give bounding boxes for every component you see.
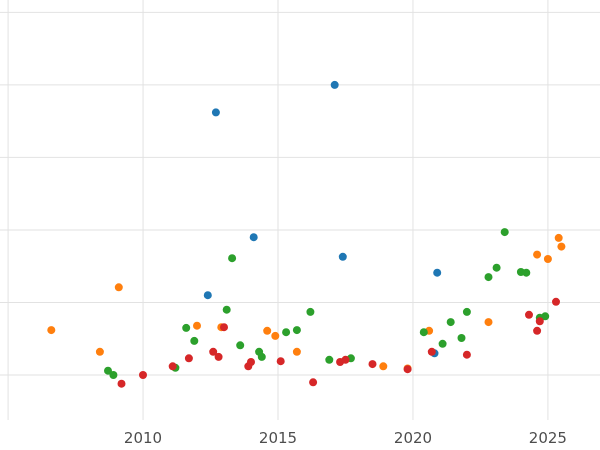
x-tick-label: 2025: [529, 429, 567, 447]
data-point-series-red: [368, 360, 377, 369]
data-point-series-green: [190, 336, 199, 345]
data-point-series-green: [438, 339, 447, 348]
data-point-series-green: [228, 254, 237, 263]
data-point-series-green: [292, 326, 301, 335]
data-point-series-green: [522, 268, 531, 277]
data-point-series-orange: [114, 283, 123, 292]
data-point-series-red: [276, 357, 285, 366]
data-point-series-blue: [211, 108, 220, 117]
data-point-series-orange: [533, 250, 542, 259]
data-point-series-orange: [292, 347, 301, 356]
data-point-series-red: [403, 365, 412, 374]
data-point-series-red: [462, 350, 471, 359]
data-point-series-green: [541, 312, 550, 321]
data-point-series-red: [309, 378, 318, 387]
data-point-series-red: [247, 358, 255, 366]
data-point-series-red: [117, 379, 126, 388]
x-tick-label: 2015: [259, 429, 297, 447]
data-point-series-orange: [484, 318, 493, 327]
data-point-series-green: [236, 341, 245, 350]
data-point-series-green: [500, 228, 509, 237]
data-point-series-red: [535, 317, 544, 326]
data-point-series-orange: [543, 255, 552, 263]
data-point-series-red: [533, 326, 542, 335]
data-point-series-red: [220, 323, 228, 332]
data-point-series-green: [484, 273, 493, 282]
data-point-series-orange: [557, 242, 566, 251]
x-tick-label: 2020: [394, 429, 432, 447]
data-point-series-red: [184, 354, 193, 363]
data-point-series-green: [257, 352, 266, 361]
data-point-series-orange: [554, 233, 563, 242]
data-point-series-blue: [203, 291, 212, 300]
data-point-series-blue: [330, 80, 339, 89]
data-point-series-red: [209, 347, 218, 356]
data-point-series-green: [457, 334, 466, 342]
data-point-series-green: [446, 318, 455, 327]
data-point-series-orange: [193, 321, 201, 330]
data-point-series-green: [222, 305, 231, 314]
x-tick-label: 2010: [124, 429, 162, 447]
data-point-series-green: [325, 355, 334, 364]
data-point-series-green: [419, 328, 428, 337]
data-point-series-orange: [47, 326, 56, 335]
data-point-series-orange: [379, 362, 388, 371]
data-point-series-red: [552, 297, 560, 306]
data-point-series-green: [306, 307, 315, 316]
data-point-series-red: [341, 355, 350, 364]
data-point-series-green: [109, 371, 118, 379]
data-point-series-blue: [249, 233, 258, 242]
data-point-series-red: [168, 362, 177, 371]
data-point-series-green: [282, 328, 291, 337]
data-point-series-orange: [271, 331, 280, 340]
data-point-series-green: [492, 263, 501, 272]
data-point-series-green: [462, 307, 471, 316]
data-point-series-green: [104, 366, 112, 375]
data-point-series-red: [525, 310, 533, 319]
data-point-series-blue: [433, 268, 442, 277]
data-point-series-red: [214, 352, 223, 361]
data-point-series-blue: [338, 252, 347, 261]
data-point-series-red: [427, 347, 436, 356]
data-point-series-orange: [95, 347, 104, 356]
data-point-series-orange: [263, 326, 272, 335]
data-point-series-red: [139, 371, 147, 379]
data-point-series-green: [182, 323, 191, 332]
